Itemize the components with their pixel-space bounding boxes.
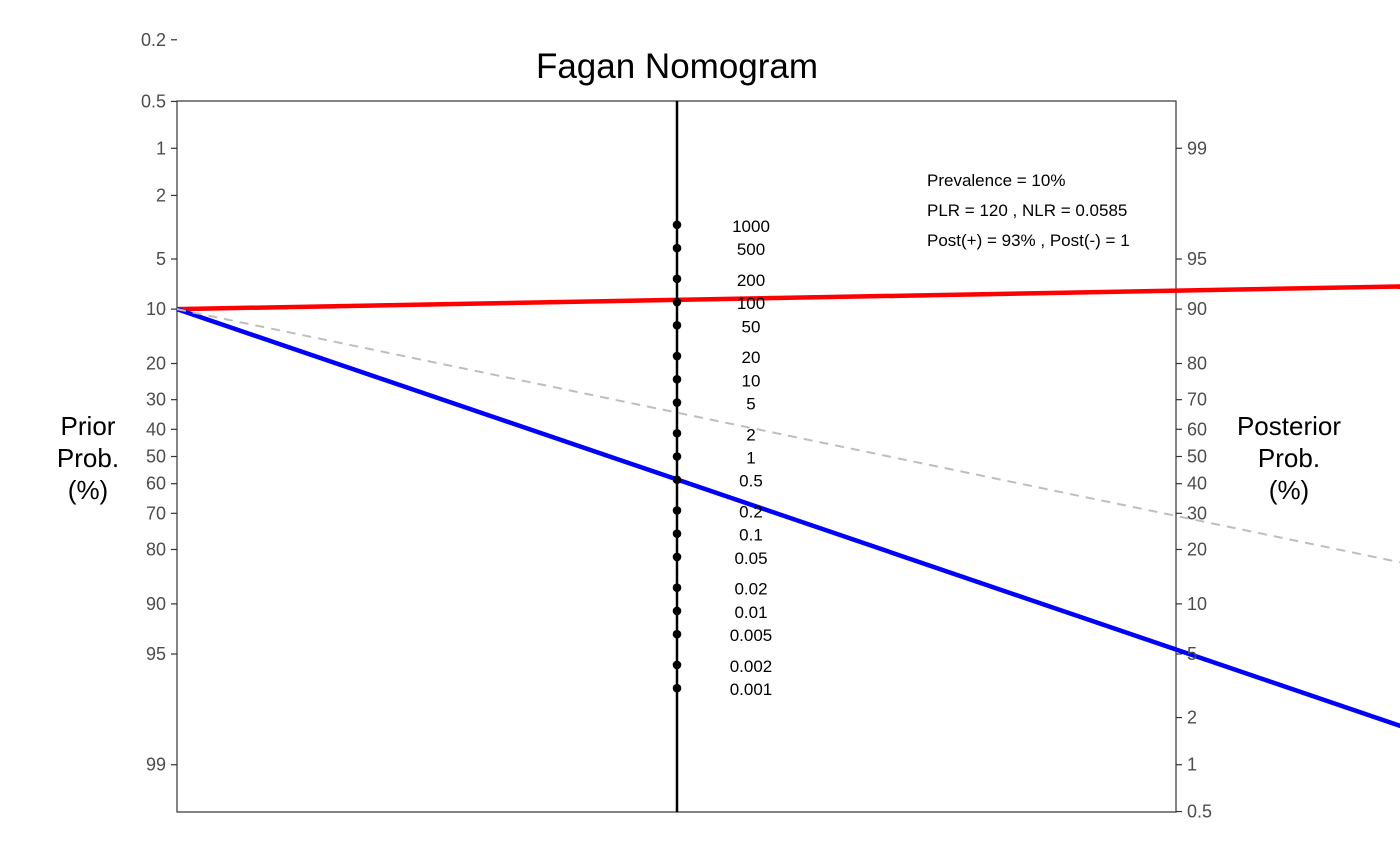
axis-title-line: Posterior (1237, 411, 1341, 441)
lr-point (672, 529, 682, 539)
lr-point (672, 606, 682, 616)
lr-label: 0.01 (734, 603, 767, 622)
right-tick-label: 10 (1187, 594, 1207, 614)
annotation-line: Post(+) = 93% , Post(-) = 1 (927, 231, 1130, 250)
lr-label: 1000 (732, 217, 770, 236)
left-tick-label: 60 (146, 474, 166, 494)
right-tick-label: 80 (1187, 354, 1207, 374)
right-tick-label: 20 (1187, 539, 1207, 559)
lr-label: 5 (746, 395, 755, 414)
left-tick-label: 0.1 (141, 0, 166, 3)
left-tick-label: 20 (146, 354, 166, 374)
left-tick-label: 95 (146, 644, 166, 664)
lr-point (672, 475, 682, 485)
lr-point (672, 506, 682, 515)
left-tick-label: 0.5 (141, 91, 166, 111)
lr-point (672, 398, 682, 407)
right-tick-label: 2 (1187, 708, 1197, 728)
right-tick-label: 60 (1187, 419, 1207, 439)
left-tick-label: 40 (146, 419, 166, 439)
lr-label: 100 (737, 294, 765, 313)
left-tick-label: 50 (146, 447, 166, 467)
right-tick-label: 1 (1187, 755, 1197, 775)
right-tick-label: 50 (1187, 447, 1207, 467)
annotation-line: Prevalence = 10% (927, 171, 1065, 190)
left-tick-label: 30 (146, 390, 166, 410)
lr-label: 0.1 (739, 526, 763, 545)
series-line (176, 306, 1400, 729)
lr-point (672, 428, 682, 438)
lr-point (672, 374, 682, 384)
left-tick-label: 0.2 (141, 30, 166, 50)
left-tick-label: 10 (146, 299, 166, 319)
lr-label: 0.005 (730, 626, 773, 645)
axis-title-line: Prob. (1258, 443, 1320, 473)
axis-title-line: (%) (1269, 475, 1309, 505)
lr-label: 0.001 (730, 680, 773, 699)
series-lines (176, 284, 1400, 729)
lr-point (672, 274, 682, 284)
right-tick-label: 30 (1187, 503, 1207, 523)
right-tick-label: 90 (1187, 299, 1207, 319)
axis-title-line: Prior (61, 411, 116, 441)
lr-label: 50 (742, 317, 761, 336)
lr-point (672, 351, 682, 361)
axis-title-line: Prob. (57, 443, 119, 473)
right-tick-label: 0.5 (1187, 802, 1212, 822)
axis-title-line: (%) (68, 475, 108, 505)
series-line (176, 284, 1400, 312)
lr-label: 0.002 (730, 657, 773, 676)
lr-label: 200 (737, 271, 765, 290)
left-tick-label: 80 (146, 539, 166, 559)
left-tick-label: 1 (156, 138, 166, 158)
right-tick-label: 5 (1187, 644, 1197, 664)
right-tick-label: 70 (1187, 390, 1207, 410)
lr-label: 20 (742, 348, 761, 367)
right-tick-label: 99 (1187, 138, 1207, 158)
lr-point (672, 452, 682, 461)
lr-label: 0.2 (739, 502, 763, 521)
left-tick-label: 5 (156, 249, 166, 269)
lr-point (672, 552, 682, 562)
series-line (176, 308, 1400, 564)
lr-point (672, 320, 682, 330)
annotation-line: PLR = 120 , NLR = 0.0585 (927, 201, 1127, 220)
chart-title: Fagan Nomogram (536, 47, 818, 86)
lr-label: 500 (737, 240, 765, 259)
lr-point (672, 243, 682, 253)
left-tick-label: 99 (146, 755, 166, 775)
lr-label: 0.02 (734, 580, 767, 599)
left-tick-label: 2 (156, 185, 166, 205)
lr-point (672, 297, 682, 307)
lr-label: 10 (742, 371, 761, 390)
right-tick-label: 40 (1187, 474, 1207, 494)
left-tick-label: 70 (146, 503, 166, 523)
left-axis-ticks: 0.1 0.2 0.5 1 2 5 10 20 30 40 50 60 70 80 90 95 99 (141, 0, 177, 775)
likelihood-ratio-scale: 1000 500 200 100 50 20 10 5 2 1 0.5 0.2 0.1 0.05 0.02 0… (672, 217, 773, 699)
right-tick-label: 95 (1187, 249, 1207, 269)
lr-label: 2 (746, 425, 755, 444)
lr-point (672, 683, 682, 693)
left-axis-title: Prior Prob. (%) (57, 411, 119, 505)
right-axis-ticks: 0.5 1 2 5 10 20 30 40 50 60 70 80 90 95 99 (1176, 138, 1212, 822)
lr-label: 0.5 (739, 472, 763, 491)
lr-point (672, 220, 682, 230)
lr-point (672, 660, 682, 670)
lr-label: 0.05 (734, 549, 767, 568)
lr-point (672, 629, 682, 639)
lr-label: 1 (746, 449, 755, 468)
right-axis-title: Posterior Prob. (%) (1237, 411, 1341, 505)
left-tick-label: 90 (146, 594, 166, 614)
lr-point (672, 583, 682, 593)
annotation-block: Prevalence = 10% PLR = 120 , NLR = 0.0585… (927, 171, 1130, 250)
